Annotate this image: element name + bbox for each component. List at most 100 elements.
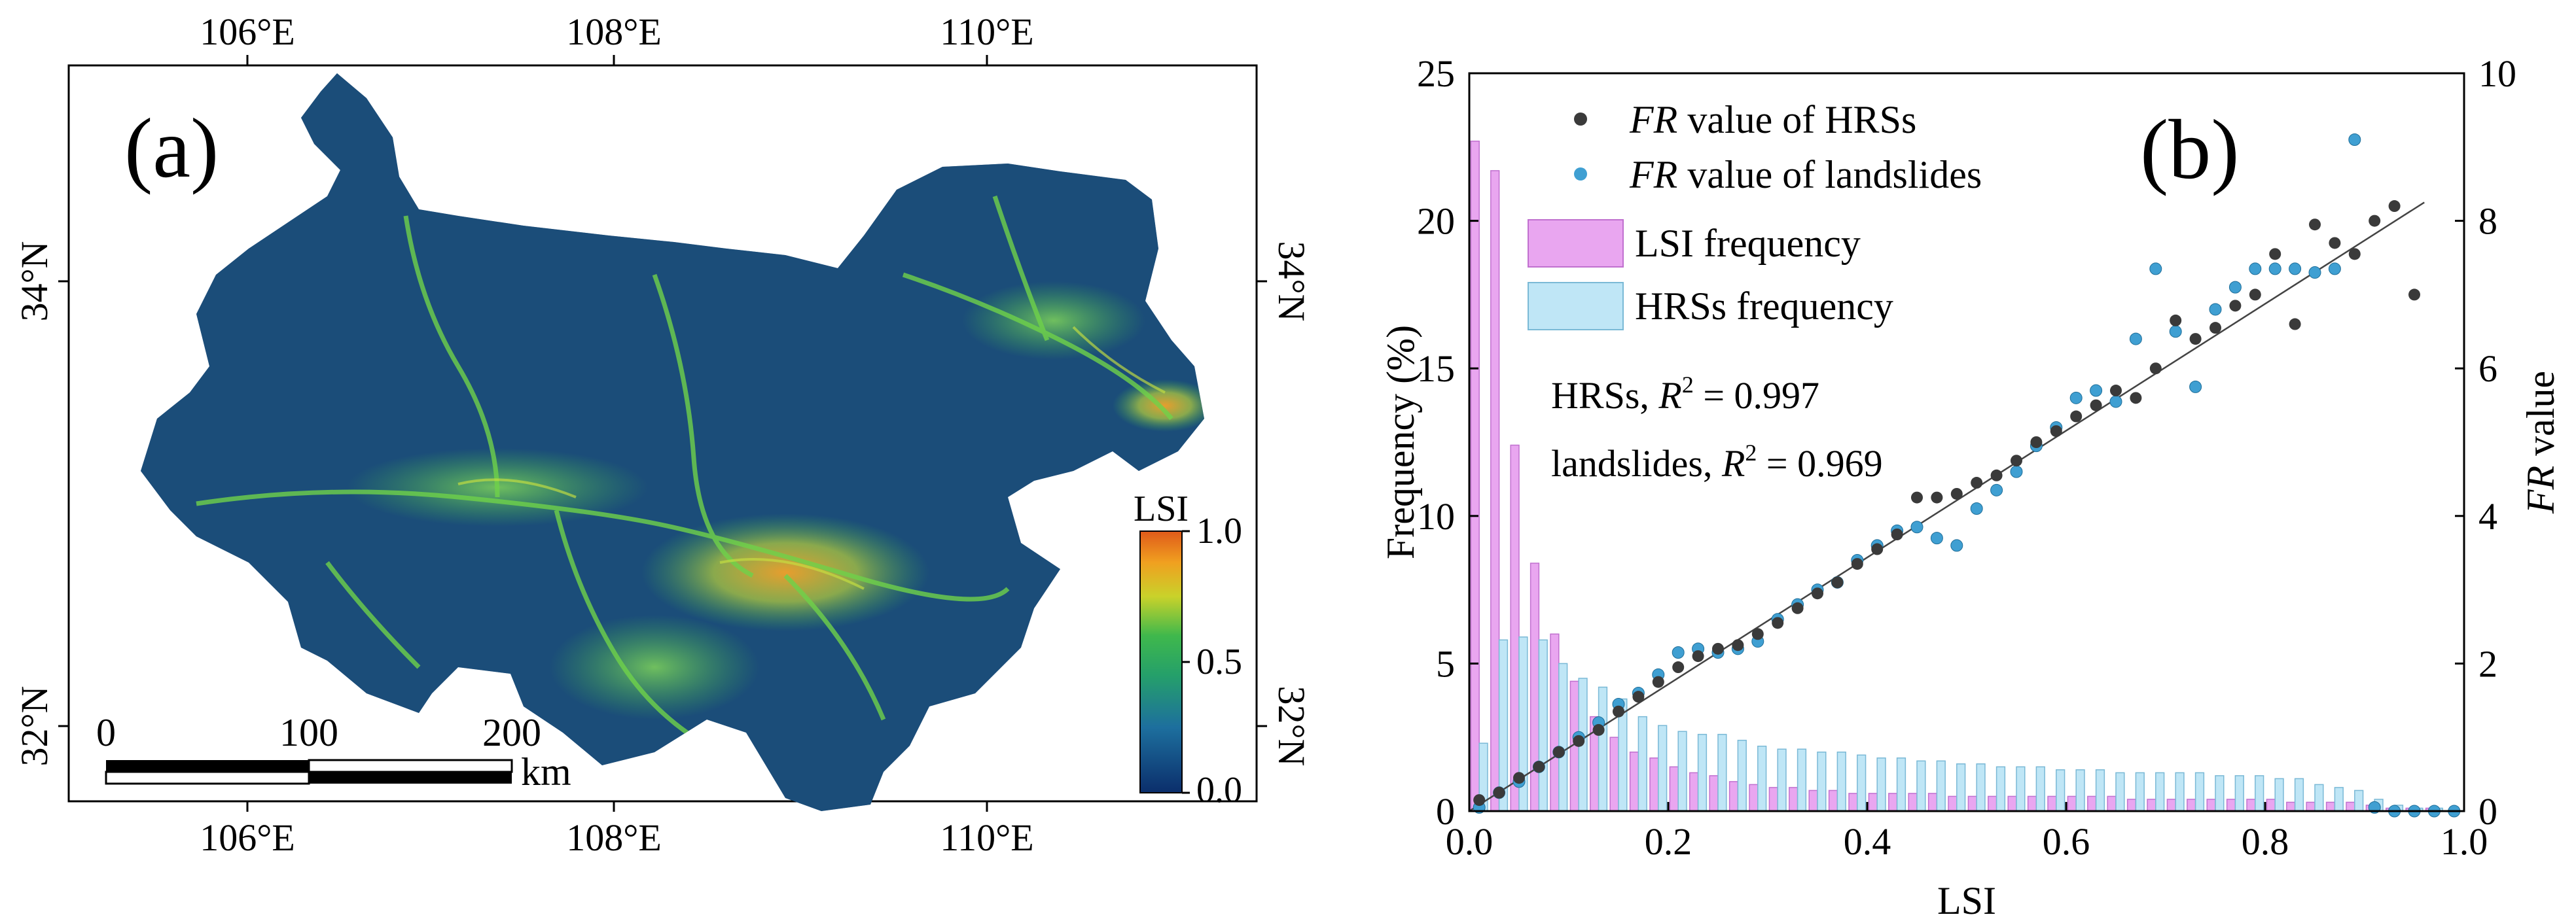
annotation-landslides-r2: landslides, R2 = 0.969 xyxy=(1551,440,1883,485)
legend-hrs-swatch xyxy=(1528,282,1624,330)
y-right-tick-label: 10 xyxy=(2478,52,2516,95)
fr-hrs-point xyxy=(1971,477,1983,489)
fr-hrs-point xyxy=(1632,691,1645,703)
legend-lsi-swatch xyxy=(1528,219,1624,268)
hrs-frequency-bar xyxy=(2234,775,2244,812)
hrs-frequency-bar xyxy=(1876,757,1886,812)
lsi-frequency-bar xyxy=(1988,795,1997,812)
lsi-frequency-bar xyxy=(2087,795,2097,812)
x-tick-label: 0.0 xyxy=(1446,820,1494,863)
chart-legend: FR value of HRSs FR value of landslides … xyxy=(1528,98,1982,330)
fr-hrs-point xyxy=(2050,425,2062,438)
y-left-tick-label: 25 xyxy=(1417,52,1455,95)
hrs-frequency-bar xyxy=(1697,733,1708,812)
x-tick-label: 1.0 xyxy=(2441,820,2488,863)
legend-hrs-fr: FR xyxy=(1629,98,1677,141)
lsi-frequency-bar xyxy=(1728,781,1739,812)
lsi-frequency-bar xyxy=(1828,790,1838,812)
map-frame xyxy=(67,64,1258,803)
lsi-frequency-bar xyxy=(1530,563,1540,812)
x-tick-label: 0.4 xyxy=(1844,820,1891,863)
hrs-frequency-bar xyxy=(2135,772,2145,812)
scale-tick-200: 200 xyxy=(482,711,541,754)
lon-label-top-108: 108°E xyxy=(566,10,662,53)
fr-hrs-point xyxy=(2388,200,2401,213)
lsi-frequency-bar xyxy=(1927,793,1938,812)
annotation-landslides-value: = 0.969 xyxy=(1757,442,1882,485)
hrs-frequency-bar xyxy=(2155,772,2165,812)
fr-hrs-point xyxy=(2309,218,2321,231)
x-tick-label: 0.8 xyxy=(2242,820,2289,863)
lsi-frequency-bar xyxy=(1550,633,1560,812)
hrs-frequency-bar xyxy=(1797,748,1807,812)
lsi-frequency-bar xyxy=(2126,799,2137,812)
y-right-tick-label: 4 xyxy=(2478,495,2497,538)
y-right-tick-label: 6 xyxy=(2478,347,2497,390)
fr-hrs-point xyxy=(1672,661,1685,674)
fr-hrs-point xyxy=(1831,576,1844,589)
scale-unit: km xyxy=(521,750,571,793)
hrs-frequency-bar xyxy=(1857,754,1867,812)
hrs-frequency-bar xyxy=(2294,778,2304,812)
x-tick-label: 0.6 xyxy=(2043,820,2090,863)
y-left-tick-label: 10 xyxy=(1417,495,1455,538)
legend-hrs-scatter: FR value of HRSs xyxy=(1629,98,1916,141)
lsi-frequency-bar xyxy=(1470,141,1480,812)
hrs-frequency-bar xyxy=(1777,748,1787,812)
lsi-frequency-bar xyxy=(2147,799,2156,812)
y-right-tick-label: 8 xyxy=(2478,200,2497,243)
lsi-frequency-bar xyxy=(1908,793,1918,812)
lsi-frequency-bar xyxy=(2166,799,2176,812)
hrs-frequency-bar xyxy=(2314,784,2324,812)
fr-hrs-point xyxy=(2030,436,2043,448)
fr-hrs-point xyxy=(2209,322,2221,334)
hrs-frequency-bar xyxy=(2274,778,2284,812)
lsi-frequency-bar xyxy=(1768,787,1778,812)
hrs-frequency-bar xyxy=(1598,686,1608,812)
lsi-frequency-bars xyxy=(1470,141,2435,812)
fr-hrs-point xyxy=(2149,362,2162,375)
fr-hrs-point xyxy=(1513,772,1525,784)
lsi-frequency-bar xyxy=(1789,787,1798,812)
lsi-frequency-bar xyxy=(1808,790,1818,812)
lsi-frequency-bar xyxy=(1510,444,1520,812)
lsi-frequency-bar xyxy=(2346,801,2355,812)
fr-landslide-point xyxy=(1910,521,1923,534)
annotation-hrs-value: = 0.997 xyxy=(1694,374,1819,417)
lsi-colorbar-title: LSI xyxy=(1134,489,1189,529)
hrs-frequency-bar xyxy=(2354,790,2364,812)
fr-landslide-point xyxy=(2189,380,2202,393)
x-axis-ticks: 0.0 0.2 0.4 0.6 0.8 1.0 xyxy=(1446,802,2488,863)
legend-hrs-text: value of HRSs xyxy=(1677,98,1916,141)
lsi-frequency-bar xyxy=(1689,772,1699,812)
fr-landslide-point xyxy=(2109,395,2122,408)
y-left-tick-label: 5 xyxy=(1436,642,1455,685)
lon-label-top-110: 110°E xyxy=(940,10,1033,53)
fr-hrs-point xyxy=(1652,676,1664,688)
fr-hrs-point xyxy=(2070,410,2083,423)
fr-landslide-point xyxy=(2308,266,2321,279)
lat-label-right-32: 32°N xyxy=(1270,686,1313,766)
fr-landslide-point xyxy=(1672,646,1685,659)
fr-landslide-point xyxy=(2289,262,2302,275)
legend-landslide-marker xyxy=(1574,167,1587,181)
scale-tick-100: 100 xyxy=(279,711,338,754)
panel-a-label: (a) xyxy=(124,101,219,196)
fr-hrs-point xyxy=(2249,288,2261,301)
scale-bar xyxy=(105,759,513,785)
lsi-frequency-bar xyxy=(1490,170,1500,812)
x-axis-label: LSI xyxy=(1937,879,1996,921)
annotation-hrs-r2: HRSs, R2 = 0.997 xyxy=(1551,372,1819,417)
lsi-frequency-bar xyxy=(2286,801,2296,812)
fr-hrs-point xyxy=(2329,237,2341,249)
lsi-frequency-bar xyxy=(1967,795,1977,812)
fr-landslide-point xyxy=(1990,483,2003,496)
fr-hrs-points xyxy=(1473,200,2420,807)
y-axis-left-label: Frequency (%) xyxy=(1379,325,1422,559)
lsi-frequency-bar xyxy=(1629,752,1639,812)
hrs-frequency-bar xyxy=(2175,772,2185,812)
hrs-frequency-bar xyxy=(2115,772,2125,812)
hrs-frequency-bar xyxy=(1976,763,1986,812)
legend-landslide-fr: FR xyxy=(1629,153,1677,196)
lsi-colorbar-tick-05: 0.5 xyxy=(1196,642,1242,682)
